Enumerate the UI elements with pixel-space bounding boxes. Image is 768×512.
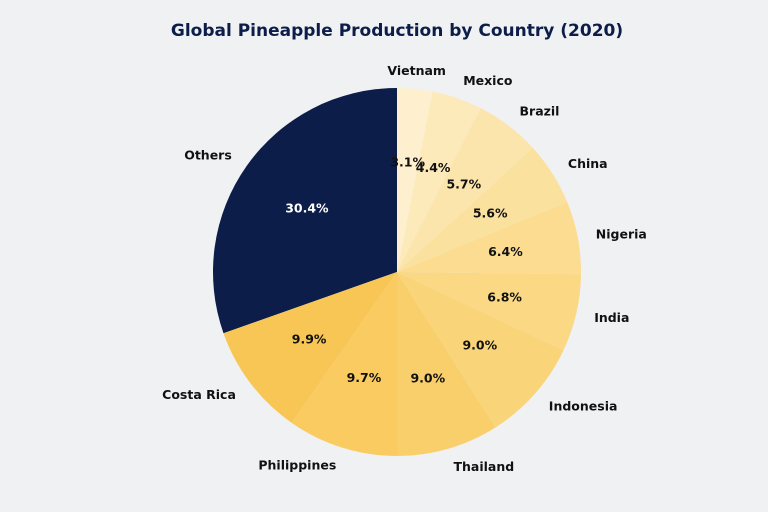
pct-label-nigeria: 6.4%: [488, 244, 523, 259]
pct-label-costa-rica: 9.9%: [292, 331, 327, 346]
category-label-brazil: Brazil: [520, 103, 560, 118]
pie-slice-brazil: [397, 108, 533, 272]
pie-slice-costa-rica: [223, 272, 397, 423]
category-label-china: China: [568, 156, 608, 171]
pie-slice-indonesia: [397, 272, 564, 428]
pct-label-others: 30.4%: [285, 201, 329, 216]
category-label-india: India: [594, 310, 629, 325]
category-label-philippines: Philippines: [258, 458, 336, 473]
category-label-others: Others: [184, 148, 232, 163]
pie-slice-china: [397, 147, 568, 272]
category-label-vietnam: Vietnam: [387, 63, 446, 78]
category-label-nigeria: Nigeria: [596, 227, 647, 242]
pct-label-philippines: 9.7%: [347, 370, 382, 385]
pct-label-thailand: 9.0%: [410, 371, 445, 386]
pie-slice-others: [212, 87, 397, 334]
category-label-thailand: Thailand: [454, 459, 515, 474]
pie-slice-vietnam: [397, 88, 433, 272]
category-labels: Others Costa Rica Philippines Thailand Indon…: [162, 63, 647, 474]
pct-label-vietnam: 3.1%: [390, 155, 425, 170]
pct-label-mexico: 4.4%: [416, 160, 451, 175]
category-label-indonesia: Indonesia: [549, 398, 618, 413]
category-label-mexico: Mexico: [463, 73, 513, 88]
percentage-labels: 30.4% 9.9% 9.7% 9.0% 9.0% 6.8% 6.4% 5.6% 5.7% 4.4…: [285, 155, 523, 386]
pie-slice-india: [397, 272, 581, 351]
pie-slice-philippines: [291, 272, 397, 456]
pie-slice-thailand: [397, 272, 496, 457]
pct-label-brazil: 5.7%: [446, 177, 481, 192]
pie-slice-nigeria: [397, 202, 582, 275]
category-label-costa-rica: Costa Rica: [162, 387, 236, 402]
chart-title: Global Pineapple Production by Country (…: [171, 21, 623, 41]
pct-label-indonesia: 9.0%: [462, 338, 497, 353]
pie-slices: [212, 87, 582, 457]
pct-label-china: 5.6%: [473, 205, 508, 220]
pie-slice-mexico: [397, 91, 481, 272]
pct-label-india: 6.8%: [487, 289, 522, 304]
